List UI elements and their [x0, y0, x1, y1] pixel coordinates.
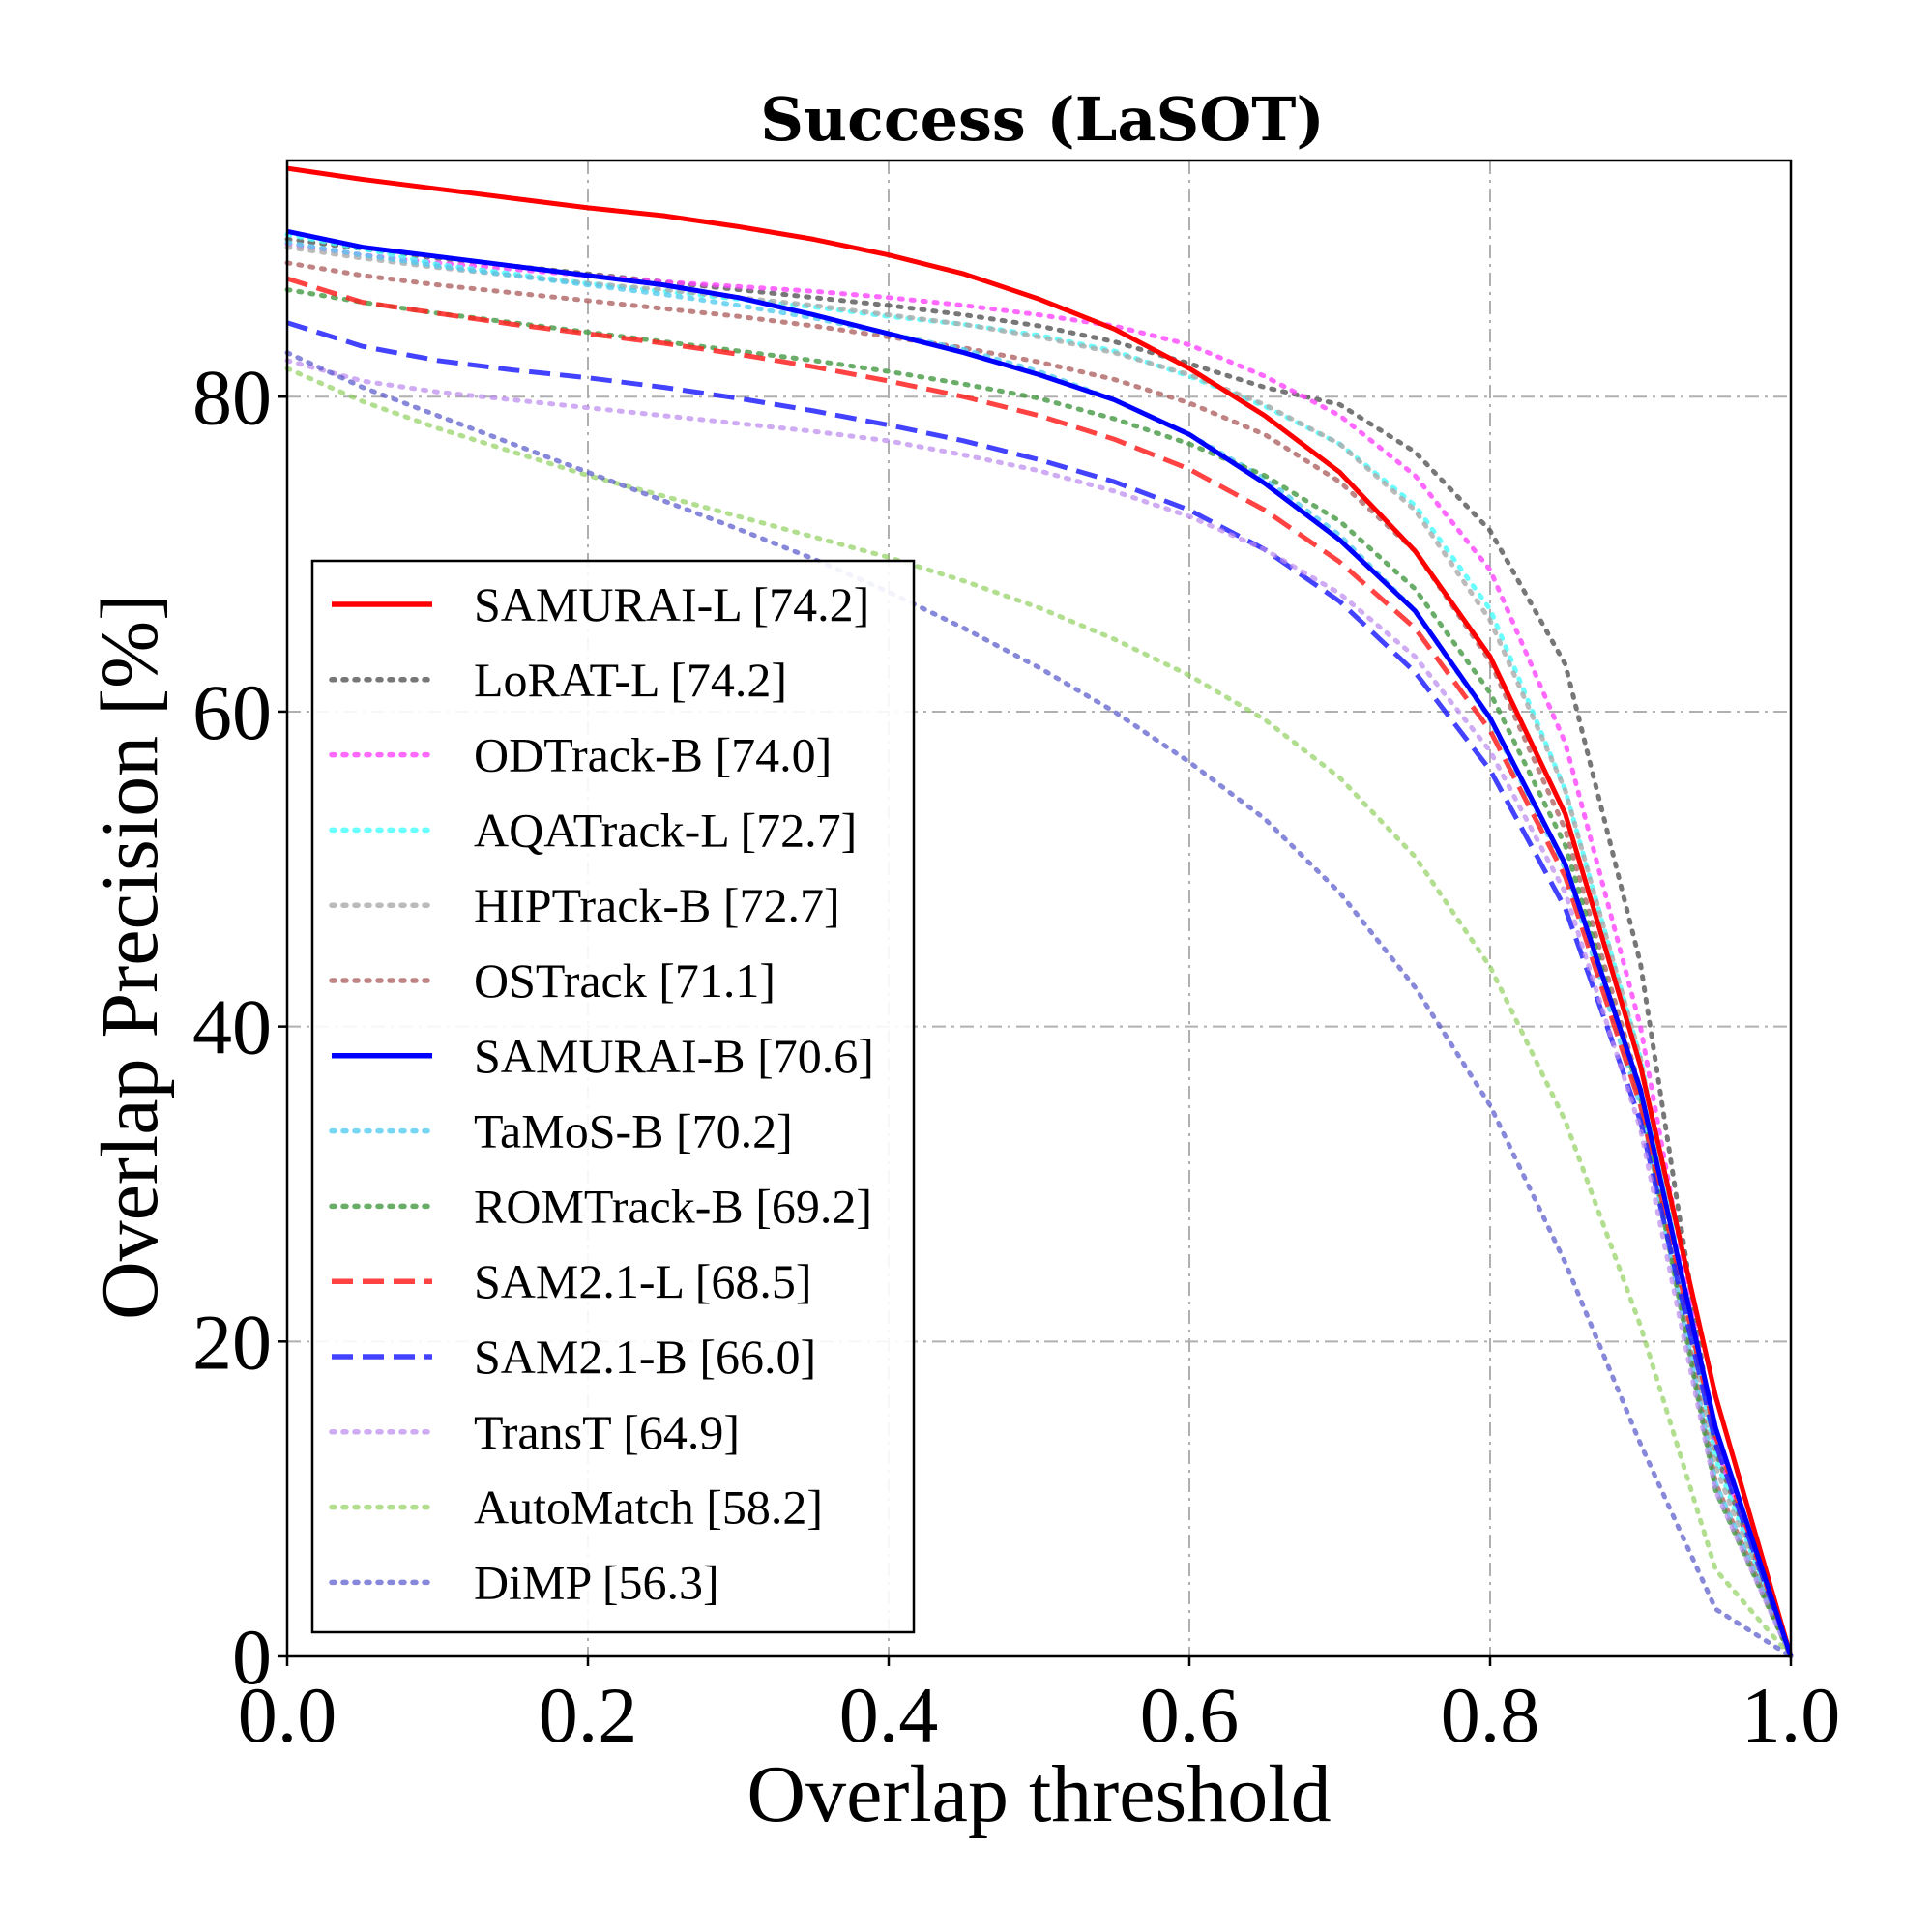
legend-label: TransT [64.9]: [474, 1405, 740, 1459]
y-tick-label: 0: [232, 1613, 272, 1701]
series-lines: [284, 165, 1794, 1659]
series-line-5: [284, 260, 1794, 1659]
legend-label: ROMTrack-B [69.2]: [474, 1179, 872, 1233]
legend-label: TaMoS-B [70.2]: [474, 1104, 793, 1158]
series-line-0: [286, 165, 1794, 1657]
axis-ticks: 0.0 0.2 0.4 0.6 0.8 1.0 0 20 40 60 80: [192, 353, 1840, 1759]
series-line-1: [284, 236, 1794, 1659]
series-line-6: [286, 228, 1794, 1657]
x-tick-label: 0.8: [1441, 1671, 1540, 1759]
series-line-7: [284, 240, 1794, 1659]
series-line-13: [284, 350, 1794, 1659]
legend-label: AQATrack-L [72.7]: [474, 803, 857, 857]
series-line-2: [284, 241, 1794, 1659]
x-tick-label: 0.2: [539, 1671, 638, 1759]
x-tick-label: 0.0: [238, 1671, 337, 1759]
series-line-11: [284, 358, 1794, 1659]
x-tick-label: 0.4: [839, 1671, 939, 1759]
y-axis-label: Overlap Precision [%]: [85, 594, 175, 1320]
legend-label: OSTrack [71.1]: [474, 953, 776, 1008]
series-line-12: [284, 366, 1794, 1659]
series-line-9: [286, 276, 1794, 1657]
x-axis-label: Overlap threshold: [746, 1749, 1331, 1839]
legend-label: LoRAT-L [74.2]: [474, 653, 787, 707]
legend-box: [310, 559, 916, 1634]
legend-label: SAM2.1-L [68.5]: [474, 1254, 812, 1308]
series-line-10: [286, 320, 1794, 1657]
series-line-4: [284, 245, 1794, 1659]
legend: SAMURAI-L [74.2] LoRAT-L [74.2] ODTrack-B …: [310, 559, 916, 1634]
legend-label: ODTrack-B [74.0]: [474, 728, 832, 782]
legend-label: DiMP [56.3]: [474, 1555, 719, 1609]
legend-label: SAMURAI-L [74.2]: [474, 577, 869, 631]
y-tick-label: 80: [192, 353, 272, 441]
y-tick-label: 40: [192, 983, 272, 1071]
y-tick-label: 20: [192, 1298, 272, 1386]
legend-label: AutoMatch [58.2]: [474, 1480, 823, 1535]
legend-label: HIPTrack-B [72.7]: [474, 878, 840, 932]
x-tick-label: 1.0: [1742, 1671, 1841, 1759]
legend-label: SAM2.1-B [66.0]: [474, 1330, 816, 1384]
legend-label: SAMURAI-B [70.6]: [474, 1029, 874, 1083]
plot-frame: [285, 159, 1793, 1658]
chart-title: Success (LaSOT): [760, 84, 1325, 155]
y-tick-label: 60: [192, 668, 272, 756]
x-tick-label: 0.6: [1140, 1671, 1240, 1759]
